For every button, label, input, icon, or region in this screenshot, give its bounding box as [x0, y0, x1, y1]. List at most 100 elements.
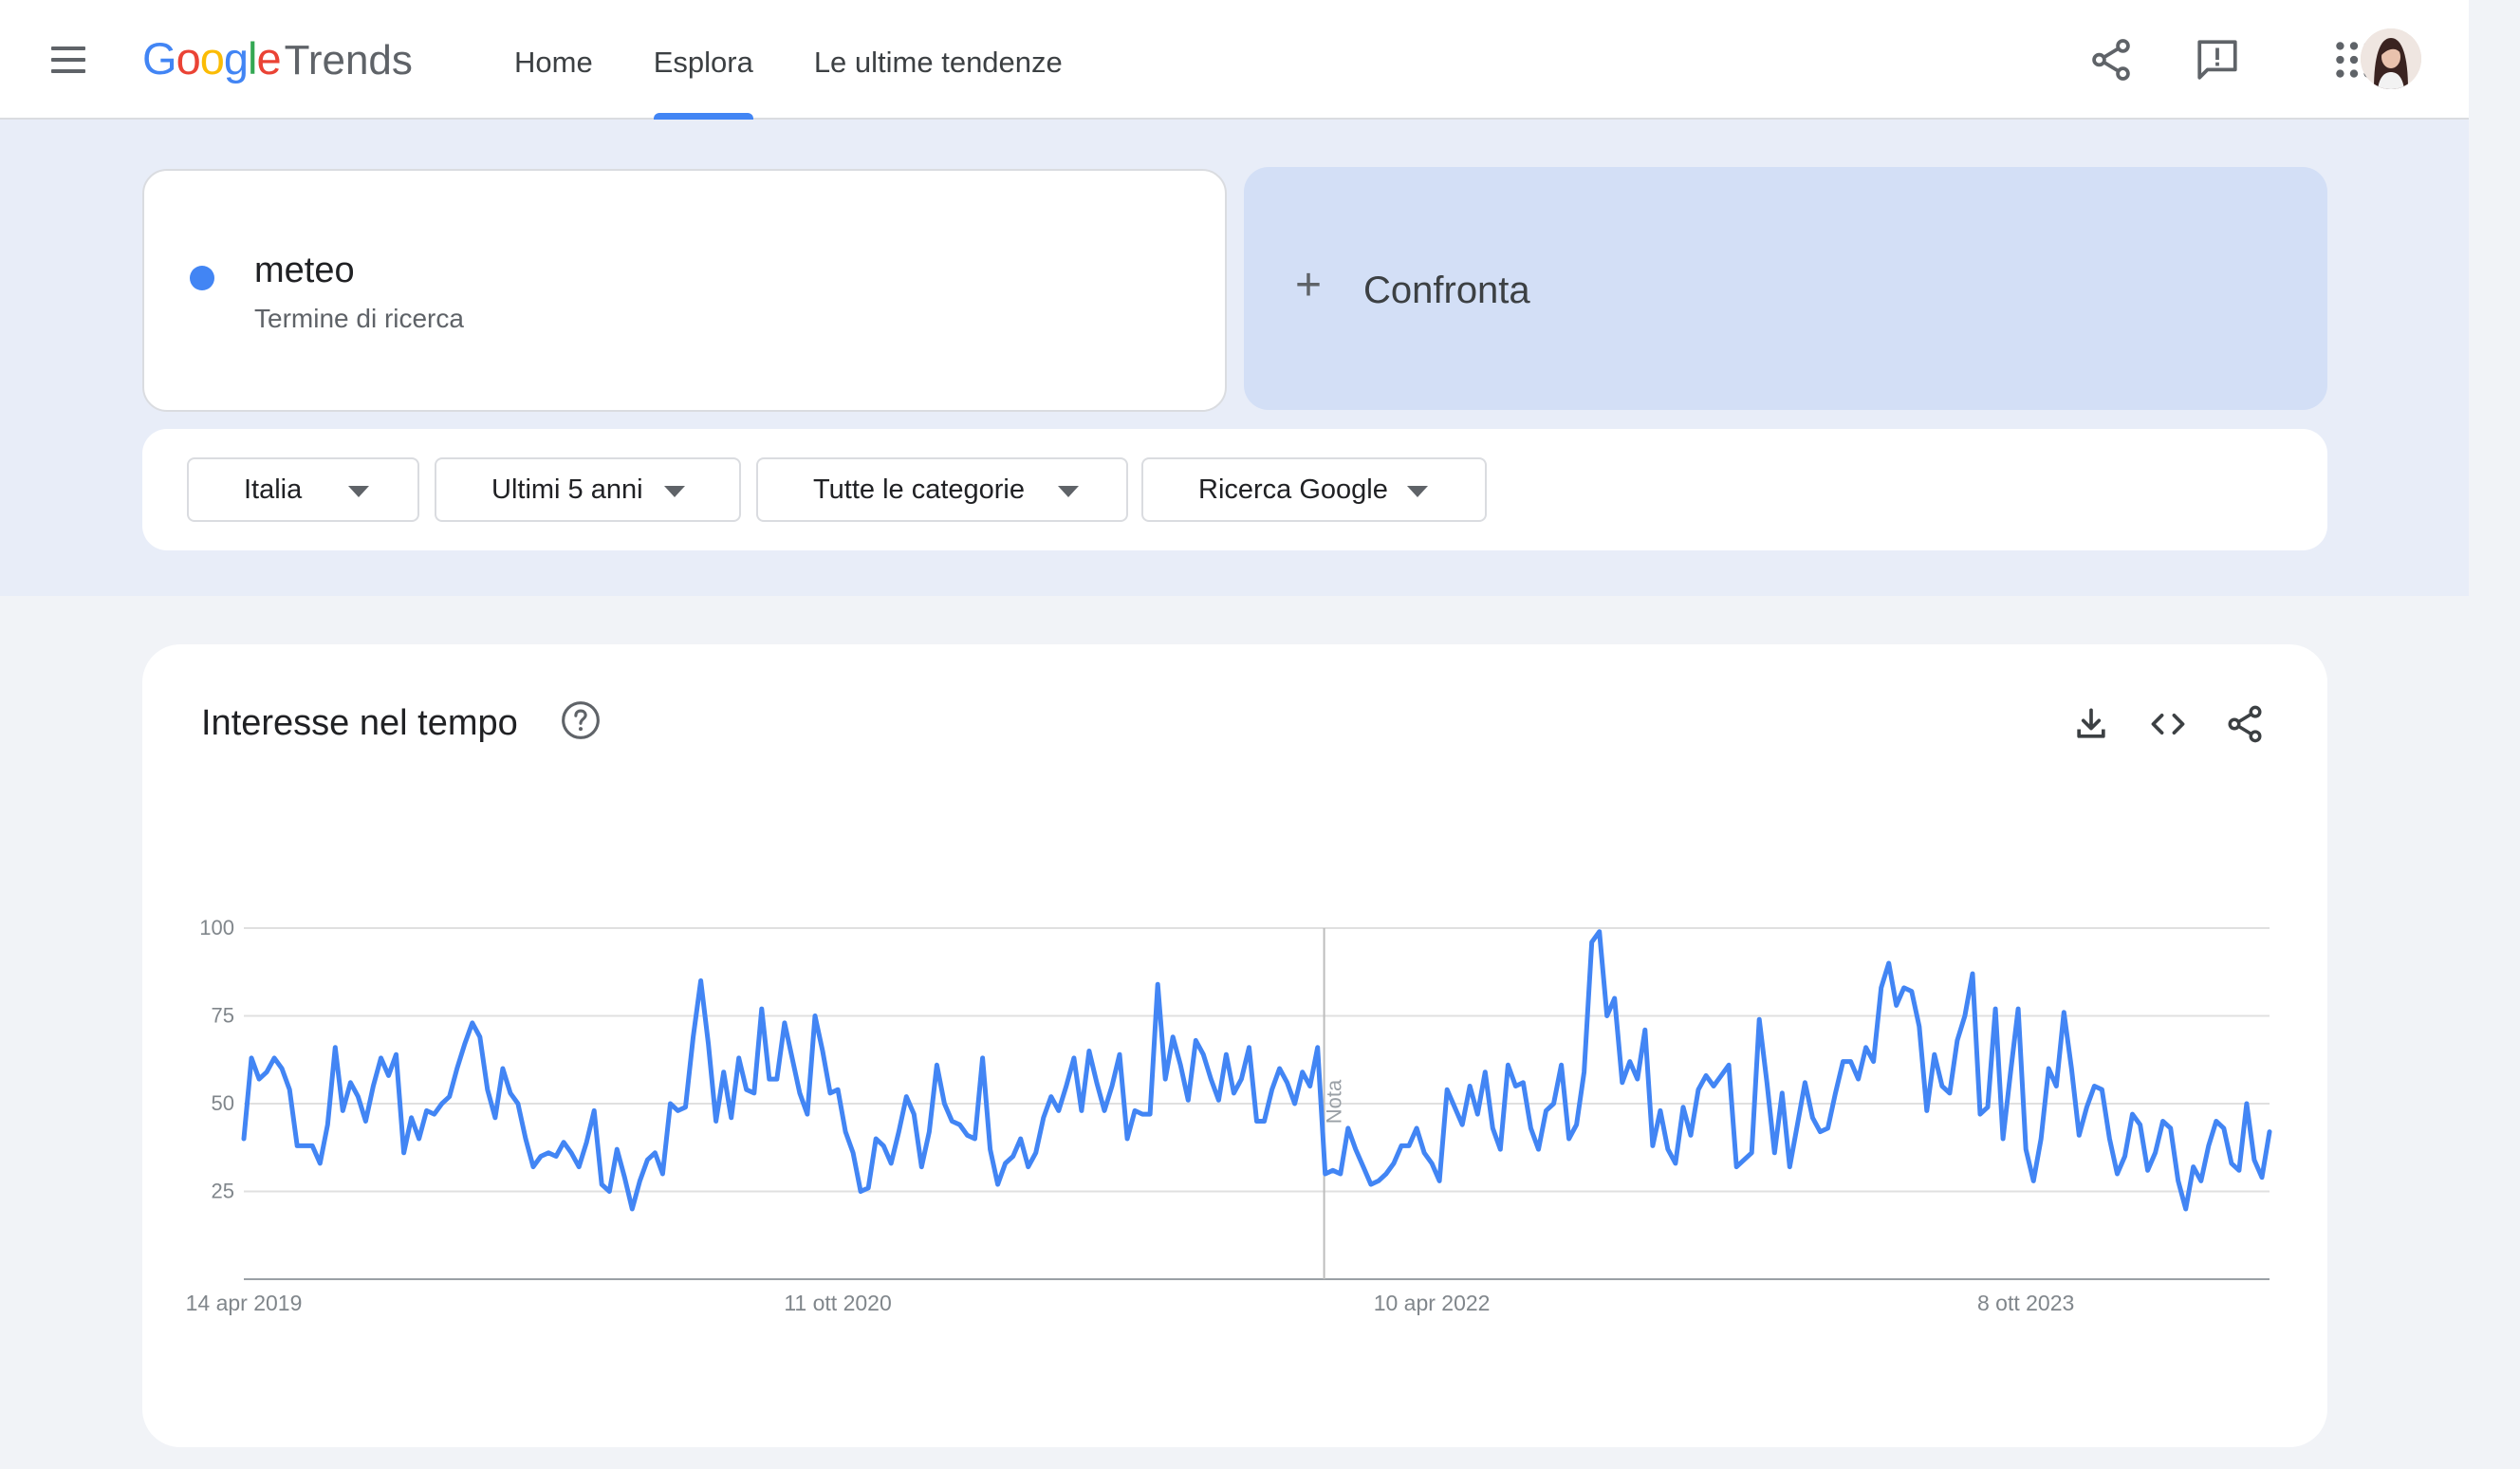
data-point [1574, 1122, 1580, 1127]
data-point [523, 1136, 528, 1142]
data-point [1482, 1069, 1488, 1075]
avatar[interactable] [2361, 28, 2421, 89]
data-point [347, 1080, 353, 1086]
nav-tab-ultime-tendenze[interactable]: Le ultime tendenze [813, 46, 1063, 79]
data-point [355, 1094, 361, 1100]
data-point [1627, 1059, 1633, 1065]
share-icon[interactable] [2087, 36, 2135, 84]
data-point [1756, 1016, 1762, 1022]
data-point [1604, 1013, 1610, 1019]
data-point [1315, 1045, 1321, 1051]
data-point [309, 1143, 315, 1148]
data-point [2168, 1125, 2174, 1131]
search-term-card[interactable]: meteo Termine di ricerca [142, 169, 1227, 412]
data-point [1330, 1167, 1336, 1173]
data-point [659, 1171, 665, 1177]
data-point [568, 1150, 574, 1156]
data-point [941, 1101, 947, 1106]
data-point [2091, 1084, 2097, 1089]
data-point [1338, 1171, 1343, 1177]
data-point [2015, 1006, 2021, 1012]
data-point [1551, 1101, 1557, 1106]
data-point [515, 1101, 521, 1106]
data-point [409, 1115, 415, 1121]
data-point [988, 1146, 993, 1152]
data-point [629, 1206, 635, 1212]
nav-tab-home[interactable]: Home [514, 46, 593, 79]
data-point [1771, 1150, 1777, 1156]
data-point [888, 1161, 894, 1166]
compare-button[interactable]: + Confronta [1244, 167, 2327, 410]
data-point [454, 1066, 460, 1071]
data-point [1345, 1125, 1351, 1131]
data-point [508, 1090, 513, 1096]
data-point [584, 1140, 589, 1145]
data-point [1079, 1107, 1084, 1113]
data-point [1376, 1178, 1381, 1183]
google-trends-logo[interactable]: Google Trends [142, 32, 413, 89]
data-point [1497, 1146, 1503, 1152]
data-point [1124, 1136, 1130, 1142]
period-filter[interactable]: Ultimi 5 anni [435, 457, 741, 522]
data-point [1582, 1069, 1587, 1075]
data-point [2259, 1175, 2265, 1181]
feedback-icon[interactable] [2194, 36, 2241, 84]
period-filter-label: Ultimi 5 anni [491, 474, 643, 505]
data-point [1597, 929, 1603, 935]
data-point [614, 1146, 620, 1152]
data-point [492, 1115, 498, 1121]
top-app-bar: Google Trends Home Esplora Le ultime ten… [0, 0, 2469, 120]
main-nav: Home Esplora Le ultime tendenze [484, 0, 1093, 120]
region-filter[interactable]: Italia [187, 457, 419, 522]
nav-tab-esplora[interactable]: Esplora [623, 0, 784, 120]
embed-icon[interactable] [2147, 703, 2189, 745]
data-point [362, 1119, 368, 1125]
data-point [995, 1181, 1001, 1187]
data-point [2099, 1087, 2104, 1092]
search-term[interactable]: meteo [254, 251, 355, 290]
data-point [271, 1055, 277, 1061]
data-point [1177, 1062, 1183, 1068]
download-icon[interactable] [2070, 703, 2112, 745]
data-point [249, 1055, 254, 1061]
data-point [394, 1051, 399, 1057]
data-point [1962, 1013, 1968, 1019]
data-point [2046, 1066, 2051, 1071]
data-point [2176, 1178, 2181, 1183]
data-point [934, 1062, 939, 1068]
plus-icon: + [1295, 260, 1323, 310]
data-point [691, 1034, 696, 1040]
property-filter[interactable]: Ricerca Google [1141, 457, 1487, 522]
data-point [1833, 1090, 1839, 1096]
data-point [880, 1143, 886, 1148]
data-point [1512, 1084, 1518, 1089]
data-point [1269, 1087, 1275, 1092]
data-point [1155, 981, 1160, 987]
y-tick-label: 75 [212, 1004, 234, 1028]
data-point [1856, 1076, 1862, 1082]
data-point [1688, 1132, 1694, 1138]
data-point [873, 1136, 879, 1142]
help-icon[interactable] [560, 699, 602, 741]
data-point [1886, 960, 1892, 966]
share-icon[interactable] [2224, 703, 2266, 745]
category-filter[interactable]: Tutte le categorie [756, 457, 1128, 522]
data-point [729, 1115, 734, 1121]
data-point [2053, 1084, 2059, 1089]
data-point [1718, 1072, 1724, 1078]
data-point [858, 1189, 863, 1195]
data-point [317, 1161, 323, 1166]
data-point [1277, 1066, 1283, 1071]
menu-icon[interactable] [47, 42, 89, 76]
data-point [1612, 995, 1618, 1001]
data-point [1399, 1143, 1404, 1148]
data-point [2130, 1111, 2136, 1117]
data-point [500, 1066, 506, 1071]
data-point [1917, 1024, 1922, 1030]
data-point [1109, 1084, 1115, 1089]
data-point [1787, 1164, 1792, 1170]
data-point [706, 1041, 712, 1047]
data-point [980, 1055, 986, 1061]
data-point [294, 1143, 300, 1148]
data-point [1939, 1084, 1945, 1089]
